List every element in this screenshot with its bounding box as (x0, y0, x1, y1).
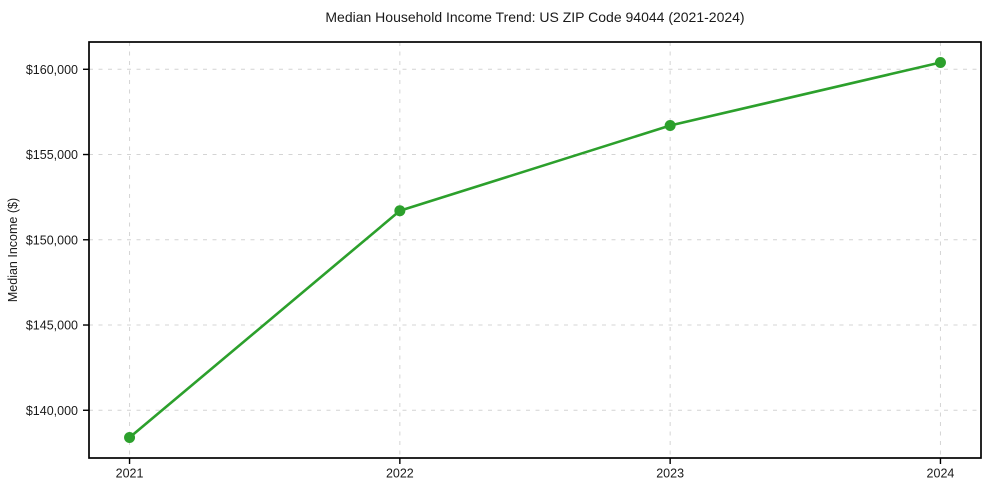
data-point-marker (664, 120, 676, 132)
data-point-marker (934, 56, 946, 68)
x-tick-label: 2021 (116, 467, 144, 481)
series-layer (124, 56, 946, 444)
y-tick-label: $155,000 (26, 148, 78, 162)
x-tick-label: 2023 (656, 467, 684, 481)
data-point-marker (394, 205, 406, 217)
plot-border (88, 41, 982, 459)
ticks-layer: $140,000 $145,000 $150,000 $155,000 $160,000… (26, 63, 955, 481)
y-tick-label: $145,000 (26, 319, 78, 333)
y-axis-label: Median Income ($) (6, 198, 20, 302)
y-tick-label: $150,000 (26, 233, 78, 247)
x-tick-label: 2022 (386, 467, 414, 481)
grid-layer (89, 42, 981, 458)
data-point-marker (124, 432, 136, 444)
y-tick-label: $140,000 (26, 404, 78, 418)
trend-line (128, 61, 942, 439)
x-tick-label: 2024 (927, 467, 955, 481)
chart-title: Median Household Income Trend: US ZIP Co… (325, 9, 744, 25)
y-tick-label: $160,000 (26, 63, 78, 77)
